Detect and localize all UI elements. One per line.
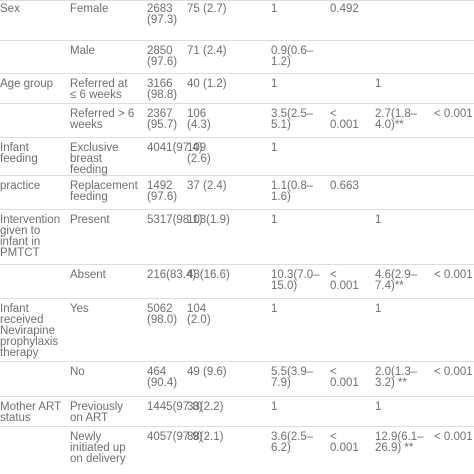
p-column: < 0.001 (330, 269, 359, 292)
or-column: 3.5(2.5– 5.1) (271, 108, 314, 131)
count-a-column: 464 (90.4) (147, 366, 178, 389)
category-column: Present (70, 214, 110, 226)
category-column: Referred > 6 weeks (70, 108, 135, 131)
aor-column: 2.7(1.8– 4.0)** (375, 108, 418, 131)
aor-column: 12.9(6.1– 26.9) ** (375, 431, 424, 454)
table-row: Intervention given to infant in PMTCT Pre… (0, 209, 474, 265)
or-column: 1 (271, 401, 278, 413)
or-column: 1 (271, 214, 278, 226)
count-b-column: 104 (2.0) (187, 303, 211, 326)
count-b-column: 103(1.9) (187, 214, 230, 226)
category-column: Replacement feeding (70, 180, 138, 203)
count-a-column: 1492 (97.6) (147, 180, 178, 203)
or-column: 3.6(2.5– 6.2) (271, 431, 314, 454)
aor-column: 4.6(2.9– 7.4)** (375, 269, 418, 292)
label-column: Infant feeding (0, 142, 38, 165)
p-column: < 0.001 (330, 108, 359, 131)
ap-column: < 0.001 (434, 431, 473, 443)
count-a-column: 1445(97.8) (147, 401, 203, 413)
count-a-column: 216(83.4) (147, 269, 197, 281)
table-row: Mother ART status Previously on ART 1445(9… (0, 396, 474, 427)
count-b-column: 88(2.1) (187, 431, 224, 443)
count-a-column: 4041(97.4) (147, 142, 203, 154)
category-column: Previously on ART (70, 401, 124, 424)
table-row: Absent 216(83.4) 43(16.6) 10.3(7.0– 15.0) < … (0, 264, 474, 299)
aor-column: 1 (375, 401, 382, 413)
table-top-border (0, 0, 474, 1)
table-row: Sex Female 2683 (97.3) 75 (2.7) 1 0.492 (0, 0, 474, 41)
table-row: practice Replacement feeding 1492 (97.6) 37… (0, 175, 474, 210)
aor-column: 2.0(1.3– 3.2) ** (375, 366, 418, 389)
or-column: 1 (271, 142, 278, 154)
count-b-column: 43(16.6) (187, 269, 230, 281)
count-a-column: 4057(97.9) (147, 431, 203, 443)
count-a-column: 2850 (97.6) (147, 45, 178, 68)
p-column: 0.492 (330, 3, 359, 15)
or-column: 1 (271, 3, 278, 15)
table-row: No 464 (90.4) 49 (9.6) 5.5(3.9– 7.9) < 0.001… (0, 361, 474, 397)
count-b-column: 37 (2.4) (187, 180, 227, 192)
count-b-column: 49 (9.6) (187, 366, 227, 378)
count-a-column: 5317(98.1) (147, 214, 203, 226)
or-column: 0.9(0.6– 1.2) (271, 45, 314, 68)
table-row: Newly initiated up on delivery 4057(97.9)… (0, 426, 474, 474)
p-column: < 0.001 (330, 431, 359, 454)
aor-column: 1 (375, 78, 382, 90)
count-b-column: 33(2.2) (187, 401, 224, 413)
count-a-column: 2683 (97.3) (147, 3, 178, 26)
count-a-column: 5062 (98.0) (147, 303, 178, 326)
table-row: Infant feeding Exclusive breast feeding 40… (0, 137, 474, 176)
table-row: Infant received Nevirapine prophylaxis t… (0, 298, 474, 362)
label-column: Mother ART status (0, 401, 62, 424)
or-column: 10.3(7.0– 15.0) (271, 269, 320, 292)
or-column: 1 (271, 303, 278, 315)
aor-column: 1 (375, 214, 382, 226)
table-row: Referred > 6 weeks 2367 (95.7) 106 (4.3) 3.… (0, 103, 474, 138)
ap-column: < 0.001 (434, 269, 473, 281)
ap-column: < 0.001 (434, 366, 473, 378)
label-column: Infant received Nevirapine prophylaxis t… (0, 303, 59, 359)
count-b-column: 71 (2.4) (187, 45, 227, 57)
category-column: Male (70, 45, 95, 57)
label-column: Age group (0, 78, 54, 90)
or-column: 5.5(3.9– 7.9) (271, 366, 314, 389)
count-b-column: 106 (4.3) (187, 108, 211, 131)
label-column: practice (0, 180, 41, 192)
count-a-column: 3166 (98.8) (147, 78, 178, 101)
aor-column: 1 (375, 303, 382, 315)
count-b-column: 109 (2.6) (187, 142, 211, 165)
category-column: Absent (70, 269, 106, 281)
label-column: Intervention given to infant in PMTCT (0, 214, 61, 259)
category-column: Exclusive breast feeding (70, 142, 119, 176)
count-a-column: 2367 (95.7) (147, 108, 178, 131)
category-column: Female (70, 3, 109, 15)
p-column: < 0.001 (330, 366, 359, 389)
count-b-column: 40 (1.2) (187, 78, 227, 90)
category-column: Yes (70, 303, 89, 315)
table-row: Age group Referred at ≤ 6 weeks 3166 (98.8… (0, 73, 474, 104)
p-column: 0.663 (330, 180, 359, 192)
category-column: Newly initiated up on delivery (70, 431, 126, 465)
or-column: 1.1(0.8– 1.6) (271, 180, 314, 203)
category-column: Referred at ≤ 6 weeks (70, 78, 128, 101)
category-column: No (70, 366, 85, 378)
count-b-column: 75 (2.7) (187, 3, 227, 15)
table-row: Male 2850 (97.6) 71 (2.4) 0.9(0.6– 1.2) (0, 40, 474, 74)
label-column: Sex (0, 3, 20, 15)
or-column: 1 (271, 78, 278, 90)
ap-column: < 0.001 (434, 108, 473, 120)
